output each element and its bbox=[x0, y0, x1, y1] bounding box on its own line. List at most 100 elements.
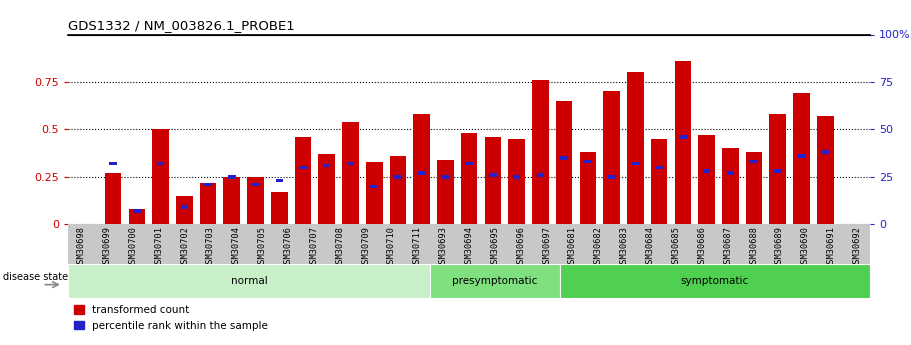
Legend: transformed count, percentile rank within the sample: transformed count, percentile rank withi… bbox=[74, 305, 268, 331]
Bar bbox=[347, 162, 354, 165]
Bar bbox=[798, 154, 805, 158]
Bar bbox=[109, 162, 117, 165]
Text: GSM30698: GSM30698 bbox=[77, 226, 86, 268]
Bar bbox=[537, 173, 544, 177]
Bar bbox=[579, 152, 596, 224]
Bar bbox=[822, 150, 829, 154]
Bar bbox=[532, 80, 548, 224]
Text: GSM30700: GSM30700 bbox=[128, 226, 138, 268]
Text: GSM30702: GSM30702 bbox=[180, 226, 189, 268]
Text: GSM30682: GSM30682 bbox=[594, 226, 603, 268]
Bar bbox=[560, 156, 568, 159]
Text: GSM30696: GSM30696 bbox=[517, 226, 526, 268]
Bar bbox=[751, 160, 758, 163]
Text: GSM30694: GSM30694 bbox=[465, 226, 474, 268]
Bar bbox=[366, 161, 383, 224]
Bar bbox=[247, 177, 264, 224]
Text: GSM30686: GSM30686 bbox=[698, 226, 706, 268]
Text: GSM30708: GSM30708 bbox=[335, 226, 344, 268]
Bar bbox=[727, 171, 734, 175]
Bar bbox=[698, 135, 715, 224]
Bar bbox=[679, 135, 687, 139]
Bar bbox=[133, 209, 140, 213]
Bar bbox=[228, 175, 236, 178]
Text: GSM30692: GSM30692 bbox=[853, 226, 862, 268]
Bar bbox=[770, 114, 786, 224]
Bar bbox=[271, 192, 288, 224]
Text: GSM30689: GSM30689 bbox=[775, 226, 784, 268]
Bar bbox=[442, 175, 449, 178]
Bar bbox=[394, 175, 402, 178]
Bar bbox=[489, 173, 496, 177]
Text: GSM30695: GSM30695 bbox=[490, 226, 499, 268]
Bar bbox=[200, 183, 216, 224]
Bar bbox=[513, 175, 520, 178]
Bar bbox=[223, 177, 241, 224]
Bar bbox=[176, 196, 192, 224]
Bar bbox=[371, 185, 378, 188]
Bar bbox=[466, 162, 473, 165]
Bar bbox=[430, 264, 559, 298]
Bar bbox=[319, 154, 335, 224]
Text: GSM30683: GSM30683 bbox=[619, 226, 629, 268]
Bar bbox=[746, 152, 763, 224]
Text: GSM30697: GSM30697 bbox=[542, 226, 551, 268]
Bar bbox=[68, 264, 430, 298]
Bar bbox=[655, 166, 663, 169]
Text: GSM30688: GSM30688 bbox=[749, 226, 758, 268]
Bar bbox=[437, 160, 454, 224]
Bar bbox=[180, 206, 188, 209]
Text: GDS1332 / NM_003826.1_PROBE1: GDS1332 / NM_003826.1_PROBE1 bbox=[68, 19, 295, 32]
Bar bbox=[650, 139, 668, 224]
Bar bbox=[608, 175, 615, 178]
Text: GSM30684: GSM30684 bbox=[646, 226, 655, 268]
Bar bbox=[485, 137, 501, 224]
Text: GSM30705: GSM30705 bbox=[258, 226, 267, 268]
Text: GSM30681: GSM30681 bbox=[568, 226, 577, 268]
Text: GSM30703: GSM30703 bbox=[206, 226, 215, 268]
Bar bbox=[774, 169, 782, 173]
Bar bbox=[631, 162, 640, 165]
Bar bbox=[105, 173, 121, 224]
Text: GSM30710: GSM30710 bbox=[387, 226, 396, 268]
Bar bbox=[559, 264, 870, 298]
Text: GSM30690: GSM30690 bbox=[801, 226, 810, 268]
Bar bbox=[128, 209, 145, 224]
Text: GSM30691: GSM30691 bbox=[826, 226, 835, 268]
Text: GSM30711: GSM30711 bbox=[413, 226, 422, 268]
Text: GSM30704: GSM30704 bbox=[232, 226, 241, 268]
Text: symptomatic: symptomatic bbox=[681, 276, 749, 286]
Bar bbox=[418, 171, 425, 175]
Bar bbox=[204, 183, 211, 186]
Bar bbox=[275, 179, 283, 182]
Bar bbox=[508, 139, 525, 224]
Bar bbox=[414, 114, 430, 224]
Text: GSM30693: GSM30693 bbox=[439, 226, 448, 268]
Bar bbox=[817, 116, 834, 224]
Bar bbox=[294, 137, 312, 224]
Bar bbox=[323, 164, 331, 167]
Bar bbox=[603, 91, 619, 224]
Bar bbox=[556, 101, 572, 224]
Bar bbox=[793, 93, 810, 224]
Text: GSM30701: GSM30701 bbox=[154, 226, 163, 268]
Text: disease state: disease state bbox=[4, 272, 68, 282]
Bar bbox=[674, 61, 691, 224]
Text: normal: normal bbox=[231, 276, 268, 286]
Text: GSM30687: GSM30687 bbox=[723, 226, 732, 268]
Text: GSM30707: GSM30707 bbox=[310, 226, 319, 268]
Text: GSM30709: GSM30709 bbox=[362, 226, 370, 268]
Bar bbox=[251, 183, 260, 186]
Bar bbox=[584, 160, 591, 163]
Text: presymptomatic: presymptomatic bbox=[453, 276, 537, 286]
Bar bbox=[461, 133, 477, 224]
Text: GSM30699: GSM30699 bbox=[103, 226, 112, 268]
Text: GSM30706: GSM30706 bbox=[283, 226, 292, 268]
Bar bbox=[157, 162, 164, 165]
Text: GSM30685: GSM30685 bbox=[671, 226, 681, 268]
Bar bbox=[722, 148, 739, 224]
Bar bbox=[343, 122, 359, 224]
Bar bbox=[152, 129, 169, 224]
Bar bbox=[627, 72, 644, 224]
Bar bbox=[390, 156, 406, 224]
